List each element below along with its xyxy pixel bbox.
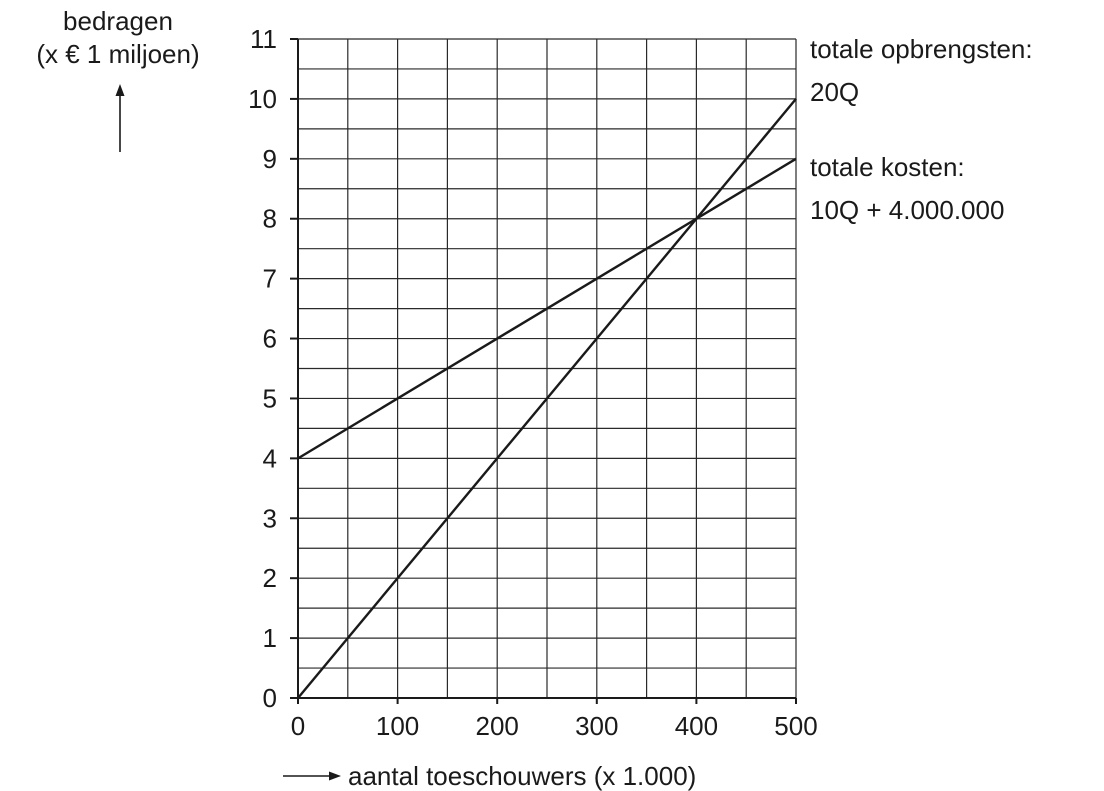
x-tick-label-4: 400 (675, 711, 718, 741)
y-axis-title-line2: (x € 1 miljoen) (36, 39, 199, 69)
y-tick-label-0: 0 (263, 683, 277, 713)
y-tick-label-10: 10 (248, 84, 277, 114)
tick-labels: 0 1 2 3 4 5 6 7 8 9 10 11 0 100 200 300 400 500 (248, 24, 818, 741)
x-tick-label-1: 100 (376, 711, 419, 741)
x-tick-label-5: 500 (774, 711, 817, 741)
y-tick-label-8: 8 (263, 204, 277, 234)
x-tick-label-0: 0 (291, 711, 305, 741)
series-lines (297, 98, 797, 699)
y-tick-label-5: 5 (263, 383, 277, 413)
axes (290, 38, 797, 704)
series-label-cost-line2: 10Q + 4.000.000 (810, 195, 1004, 225)
x-axis-arrow-icon (283, 771, 341, 781)
y-tick-label-7: 7 (263, 264, 277, 294)
y-tick-label-2: 2 (263, 563, 277, 593)
y-axis-arrow-icon (115, 84, 125, 152)
series-label-revenue-line2: 20Q (810, 77, 859, 107)
series-revenue-line (297, 98, 797, 699)
series-cost-line (297, 157, 797, 460)
x-tick-label-2: 200 (476, 711, 519, 741)
y-tick-label-4: 4 (263, 443, 277, 473)
x-axis-title: aantal toeschouwers (x 1.000) (348, 761, 696, 791)
y-axis-title-line1: bedragen (63, 6, 173, 36)
y-tick-label-1: 1 (263, 623, 277, 653)
y-tick-label-11: 11 (250, 24, 277, 54)
y-tick-label-3: 3 (263, 503, 277, 533)
y-tick-label-9: 9 (263, 144, 277, 174)
series-label-cost-line1: totale kosten: (810, 152, 965, 182)
y-tick-label-6: 6 (263, 324, 277, 354)
grid (297, 38, 797, 699)
x-tick-label-3: 300 (575, 711, 618, 741)
series-label-revenue-line1: totale opbrengsten: (810, 34, 1033, 64)
